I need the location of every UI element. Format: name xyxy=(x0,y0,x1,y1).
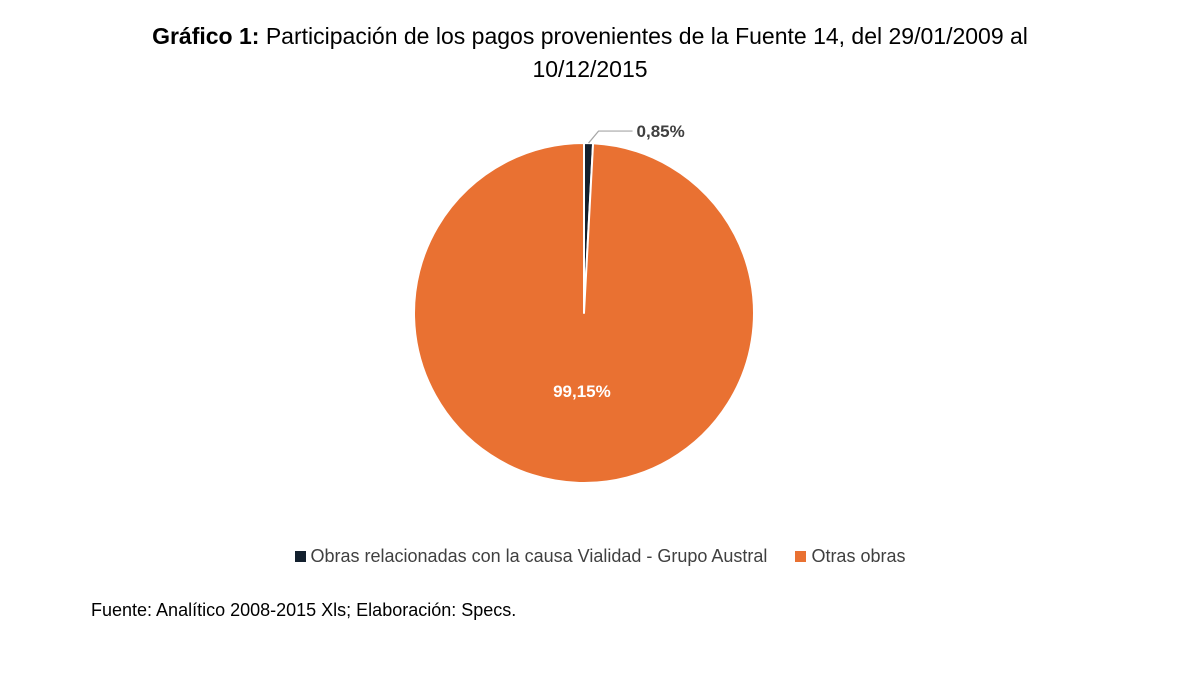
data-label-obras-relacionadas-con-la-causa-vialidad-grupo-austral: 0,85% xyxy=(637,122,685,141)
chart-title: Gráfico 1: Participación de los pagos pr… xyxy=(0,20,1180,86)
chart-title-text: Participación de los pagos provenientes … xyxy=(265,23,1028,49)
source-note: Fuente: Analítico 2008-2015 Xls; Elabora… xyxy=(91,600,517,620)
legend-item-otras-obras: Otras obras xyxy=(795,546,905,567)
data-label-otras-obras: 99,15% xyxy=(553,382,611,401)
legend-swatch-otras-obras xyxy=(795,551,807,562)
legend-swatch-vialidad xyxy=(294,551,306,562)
chart-legend: Obras relacionadas con la causa Vialidad… xyxy=(0,546,1200,567)
leader-line-obras-relacionadas-con-la-causa-vialidad-grupo-austral xyxy=(588,130,633,144)
legend-item-vialidad: Obras relacionadas con la causa Vialidad… xyxy=(294,546,768,567)
chart-title-line-2: 10/12/2015 xyxy=(532,56,648,82)
pie-slice-otras-obras xyxy=(413,142,756,484)
chart-title-line-1: Gráfico 1: Participación de los pagos pr… xyxy=(0,20,1180,53)
legend-label-vialidad: Obras relacionadas con la causa Vialidad… xyxy=(310,546,768,566)
chart-title-prefix: Gráfico 1: xyxy=(152,23,260,49)
legend-label-otras-obras: Otras obras xyxy=(811,546,906,566)
